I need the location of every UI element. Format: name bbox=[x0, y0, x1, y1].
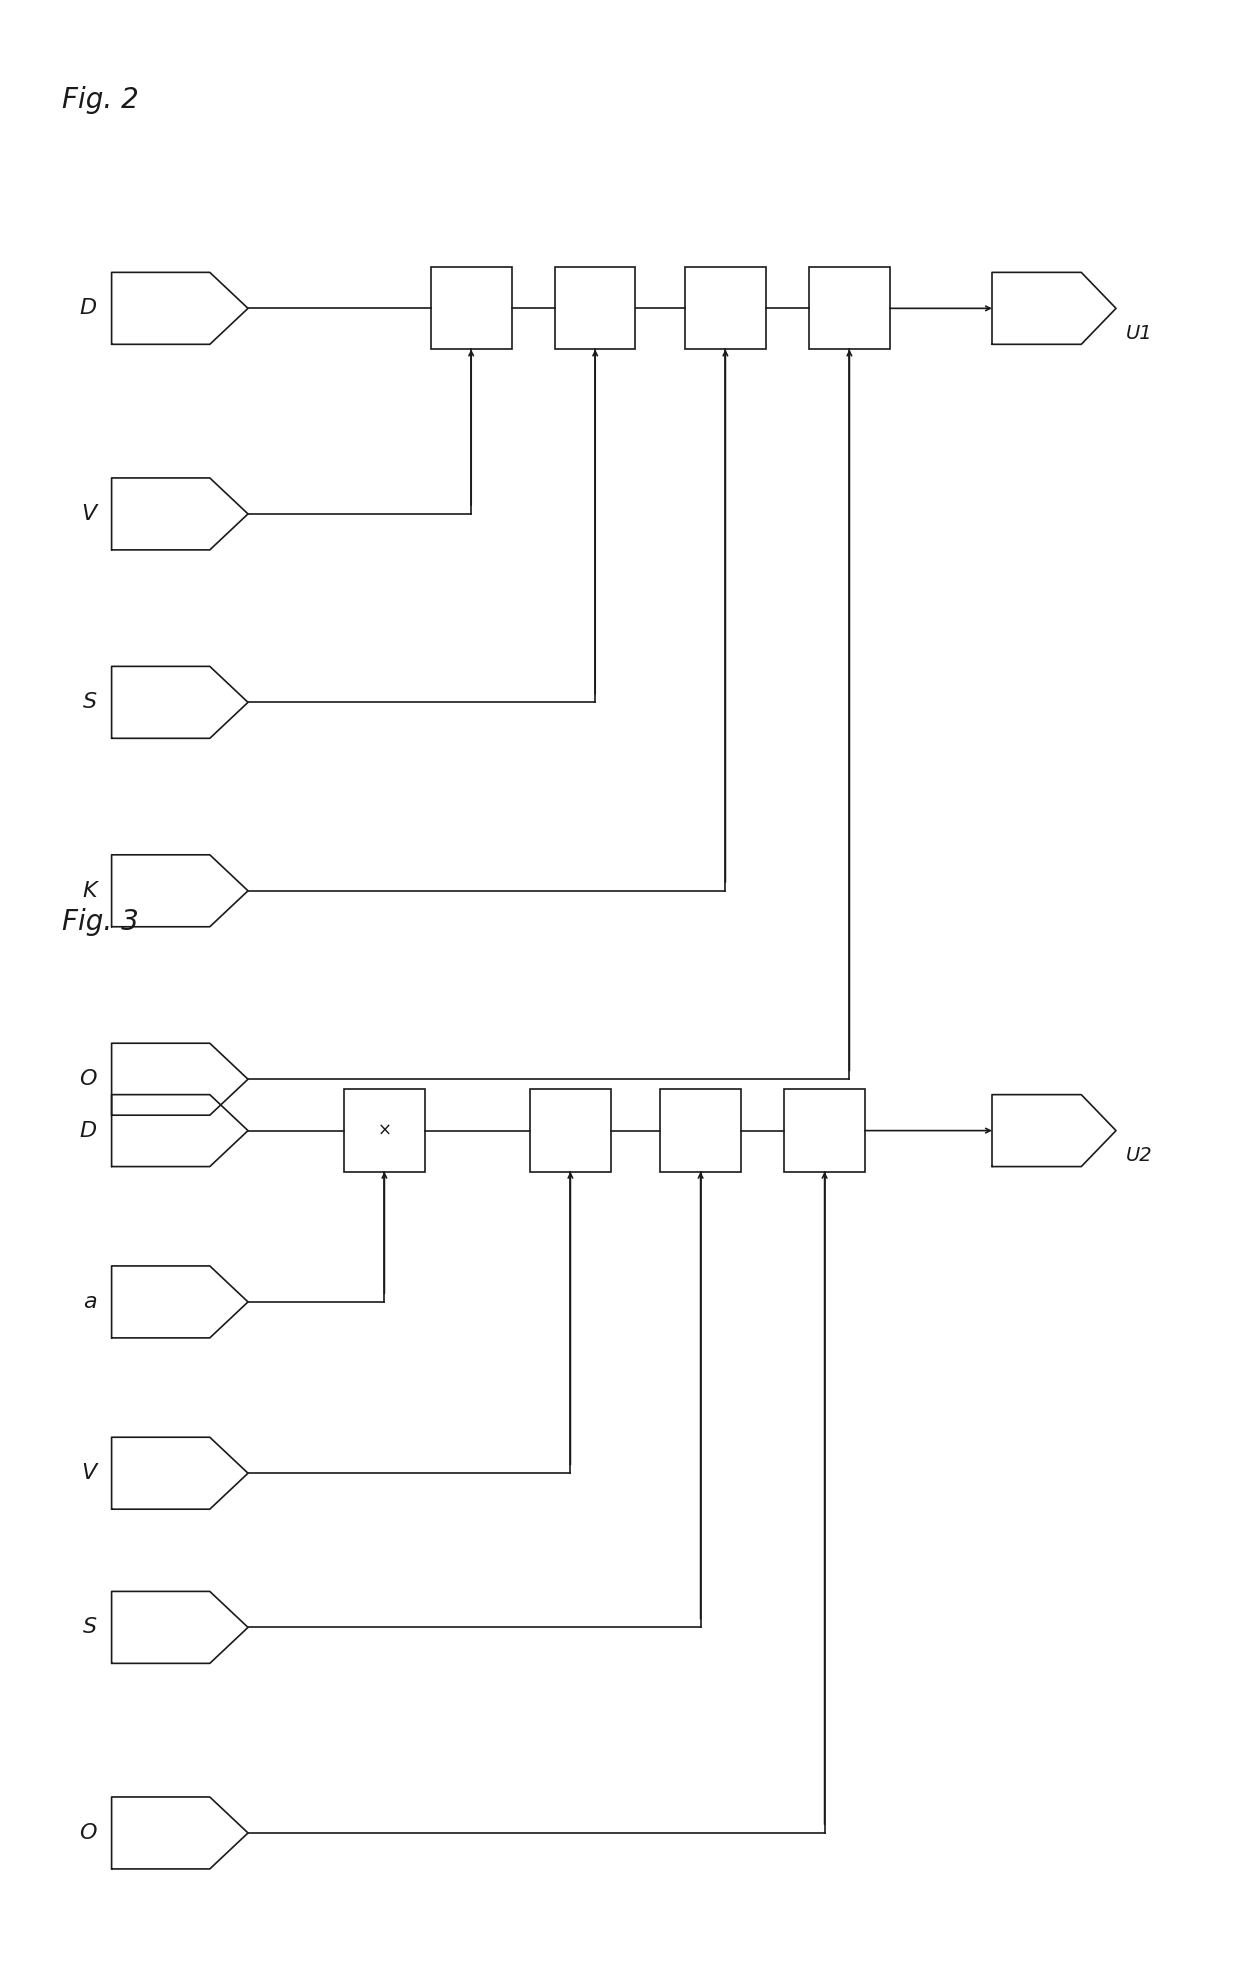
Text: V: V bbox=[82, 1464, 97, 1483]
Text: U2: U2 bbox=[1126, 1147, 1152, 1166]
Bar bbox=[684, 268, 765, 349]
Text: a: a bbox=[83, 1292, 97, 1312]
Text: S: S bbox=[83, 1617, 97, 1637]
Bar bbox=[432, 268, 512, 349]
Bar bbox=[785, 1089, 866, 1172]
Bar bbox=[343, 1089, 424, 1172]
Bar bbox=[556, 268, 635, 349]
Text: ×: × bbox=[377, 1121, 392, 1139]
Text: Fig. 2: Fig. 2 bbox=[62, 85, 139, 114]
Bar bbox=[810, 268, 890, 349]
Bar bbox=[660, 1089, 740, 1172]
Text: K: K bbox=[82, 881, 97, 900]
Text: D: D bbox=[79, 297, 97, 319]
Text: D: D bbox=[79, 1121, 97, 1141]
Text: O: O bbox=[79, 1070, 97, 1089]
Text: U1: U1 bbox=[1126, 323, 1152, 343]
Text: O: O bbox=[79, 1822, 97, 1844]
Bar bbox=[531, 1089, 611, 1172]
Text: V: V bbox=[82, 504, 97, 524]
Text: Fig. 3: Fig. 3 bbox=[62, 908, 139, 936]
Text: S: S bbox=[83, 691, 97, 713]
